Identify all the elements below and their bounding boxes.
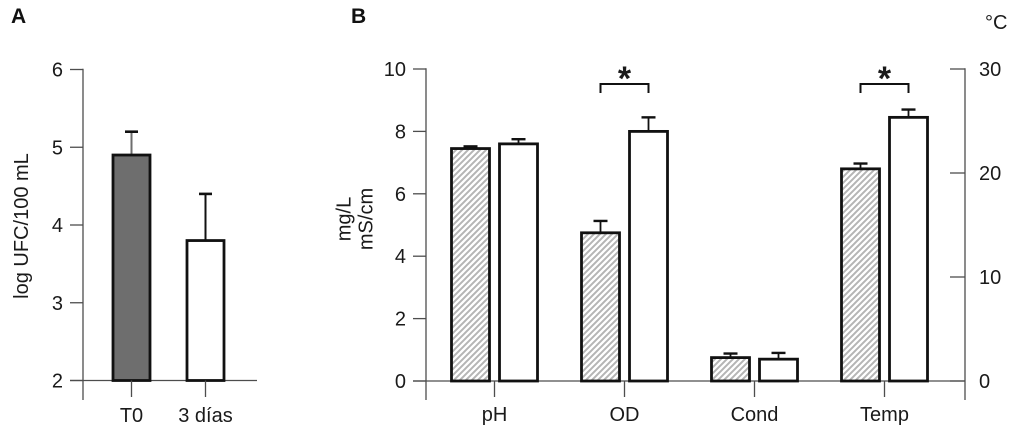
panel-a-y-tick-label: 5 xyxy=(52,137,63,159)
panel-b-bar-OD-hatched xyxy=(580,231,621,383)
panel-a-x-category-label: 3 días xyxy=(178,405,232,427)
panel-b-bar-Temp-open xyxy=(888,115,929,383)
significance-asterisk-OD: * xyxy=(618,60,632,98)
panel-b-x-category-label: Cond xyxy=(731,404,779,426)
panel-a-y-axis-label: log UFC/100 mL xyxy=(10,153,33,299)
panel-b-bar-Cond-hatched xyxy=(710,356,751,383)
panel-b-bar-pH-hatched xyxy=(450,147,491,383)
panel-b-bar-pH-open xyxy=(498,142,539,383)
significance-asterisk-Temp: * xyxy=(878,60,892,98)
panel-a-y-tick-label: 3 xyxy=(52,293,63,315)
panel-b-x-category-label: pH xyxy=(482,404,508,426)
panel-a-bar-3-días xyxy=(185,239,226,382)
panel-a-bar-T0 xyxy=(111,153,152,382)
panel-b-bar-Temp-hatched xyxy=(840,167,881,383)
significance-bracket-Temp xyxy=(859,83,910,93)
panel-b-label: B xyxy=(351,5,367,28)
panel-b-bar-OD-open xyxy=(628,129,669,383)
panel-b-left-y-tick-label: 2 xyxy=(395,309,406,331)
panel-a-x-category-label: T0 xyxy=(120,405,143,427)
panel-b-right-y-tick-label: 30 xyxy=(979,59,1001,81)
panel-b-y-axis-label-line2: mS/cm xyxy=(356,187,378,251)
panel-b-y-axis-label: mg/L mS/cm xyxy=(334,188,379,250)
panel-b-left-y-tick-label: 6 xyxy=(395,184,406,206)
panel-b-left-y-tick-label: 0 xyxy=(395,371,406,393)
panel-b-x-category-label: Temp xyxy=(860,404,909,426)
panel-a-y-tick-label: 2 xyxy=(52,371,63,393)
panel-b-y-axis-label-line1: mg/L xyxy=(333,196,356,242)
panel-b-left-y-tick-label: 8 xyxy=(395,121,406,143)
panel-b-left-y-tick-label: 10 xyxy=(384,59,406,81)
panel-b-right-y-tick-label: 20 xyxy=(979,163,1001,185)
panel-a-label: A xyxy=(11,5,27,28)
panel-a-y-tick-label: 6 xyxy=(52,60,63,82)
panel-a-y-tick-label: 4 xyxy=(52,215,63,237)
significance-bracket-OD xyxy=(599,83,650,93)
panel-b-right-y-tick-label: 10 xyxy=(979,267,1001,289)
panel-b-left-y-tick-label: 4 xyxy=(395,246,406,268)
panel-b-right-axis-unit-label: °C xyxy=(985,12,1008,34)
panel-b-x-category-label: OD xyxy=(610,404,640,426)
panel-b-bar-Cond-open xyxy=(758,357,799,383)
panel-b-right-y-tick-label: 0 xyxy=(979,371,990,393)
